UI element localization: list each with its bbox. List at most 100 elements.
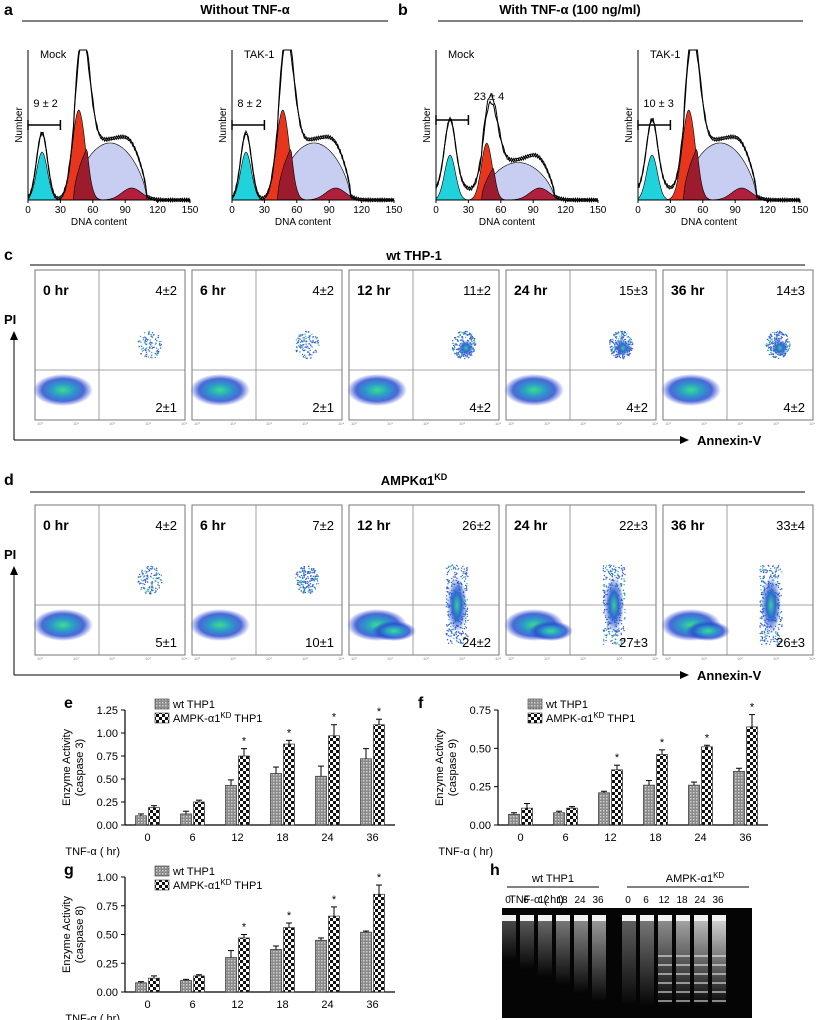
event-dot [465,578,467,580]
event-dot [295,342,298,345]
event-dot [448,580,451,582]
event-dot [624,573,626,576]
event-dot [307,336,309,338]
event-dot [303,573,305,575]
event-dot [609,570,611,572]
event-dot [603,574,606,577]
event-dot [763,630,765,632]
bar-kd [656,754,668,826]
event-dot [299,335,302,337]
event-dot [621,336,623,338]
event-dot [447,642,450,644]
event-dot [764,636,766,638]
event-dot [447,572,449,574]
event-dot [142,339,145,341]
gel-lane-well [538,915,552,921]
panel-a-label: a [4,2,13,19]
event-dot [619,356,622,359]
event-dot [458,353,460,356]
event-dot [473,339,475,342]
event-dot [471,340,473,342]
event-dot [462,571,464,573]
gel-ladder-band [676,1000,690,1002]
event-dot [148,570,150,572]
event-dot [299,344,301,346]
event-dot [463,637,465,639]
bar-wt [553,812,565,826]
event-dot [140,582,142,584]
event-dot [760,635,762,638]
x-tick-label: 6 [562,832,568,844]
event-dot [154,356,156,359]
event-dot [152,587,154,589]
event-dot [451,348,454,350]
event-dot [759,605,762,607]
event-dot [769,340,772,342]
event-dot [774,637,776,640]
event-dot [144,336,146,338]
event-dot [446,598,448,600]
event-dot [760,589,762,591]
event-dot [622,355,624,358]
event-dot [764,569,767,571]
event-dot [773,356,776,358]
event-dot [308,331,310,333]
annexin-axis-arrow [680,436,689,444]
event-dot [779,583,781,585]
event-dot [602,578,605,581]
event-dot [612,354,614,357]
event-dot [299,338,301,340]
bar-kd [701,746,713,826]
event-dot [765,345,768,347]
event-dot [446,639,449,641]
live-cell-population [686,621,730,641]
event-dot [780,331,783,334]
y-tick-label: 0.50 [97,774,118,786]
event-dot [777,574,780,577]
gel-ladder-band [658,1000,672,1002]
event-dot [772,636,775,639]
event-dot [151,336,154,338]
histogram-tick: 120 [759,205,776,216]
event-dot [145,349,147,351]
event-dot [779,640,782,643]
event-dot [616,635,619,637]
gel-lane-well [640,915,654,921]
event-dot [774,332,776,334]
event-dot [464,633,467,635]
significance-star: * [287,727,292,739]
flow-tiny-tick: 10⁰ [508,656,514,661]
event-dot [297,337,299,340]
apoptotic-population [604,577,624,633]
flow-plot-d: 24 hr 22±3 27±3 10⁰ 10¹ 10² 10³ 10⁴ [504,504,658,661]
lower-right-percentage: 4±2 [626,400,648,415]
event-dot [474,344,476,347]
legend-label: wt THP1 [172,866,215,878]
event-dot [304,349,306,352]
event-dot [146,581,149,583]
event-dot [309,340,311,342]
flow-tiny-tick: 10³ [145,656,151,661]
histogram-tick: 0 [433,205,439,216]
x-tick-label: 18 [276,999,288,1011]
event-dot [301,581,303,583]
event-dot [298,335,300,338]
event-dot [305,335,307,338]
event-dot [765,637,767,640]
gel-lane-label: 6 [523,895,529,906]
event-dot [766,338,769,341]
event-dot [760,622,762,624]
event-dot [310,589,312,591]
event-dot [621,575,623,577]
x-tick-label: 24 [321,999,333,1011]
event-dot [460,331,462,333]
event-dot [631,341,633,343]
event-dot [603,640,605,642]
panel-c-label: c [4,247,13,264]
upper-right-percentage: 33±4 [776,518,805,533]
live-cell-population [347,374,407,406]
event-dot [777,566,779,569]
event-dot [761,639,763,641]
event-dot [295,573,297,576]
event-dot [457,340,459,342]
